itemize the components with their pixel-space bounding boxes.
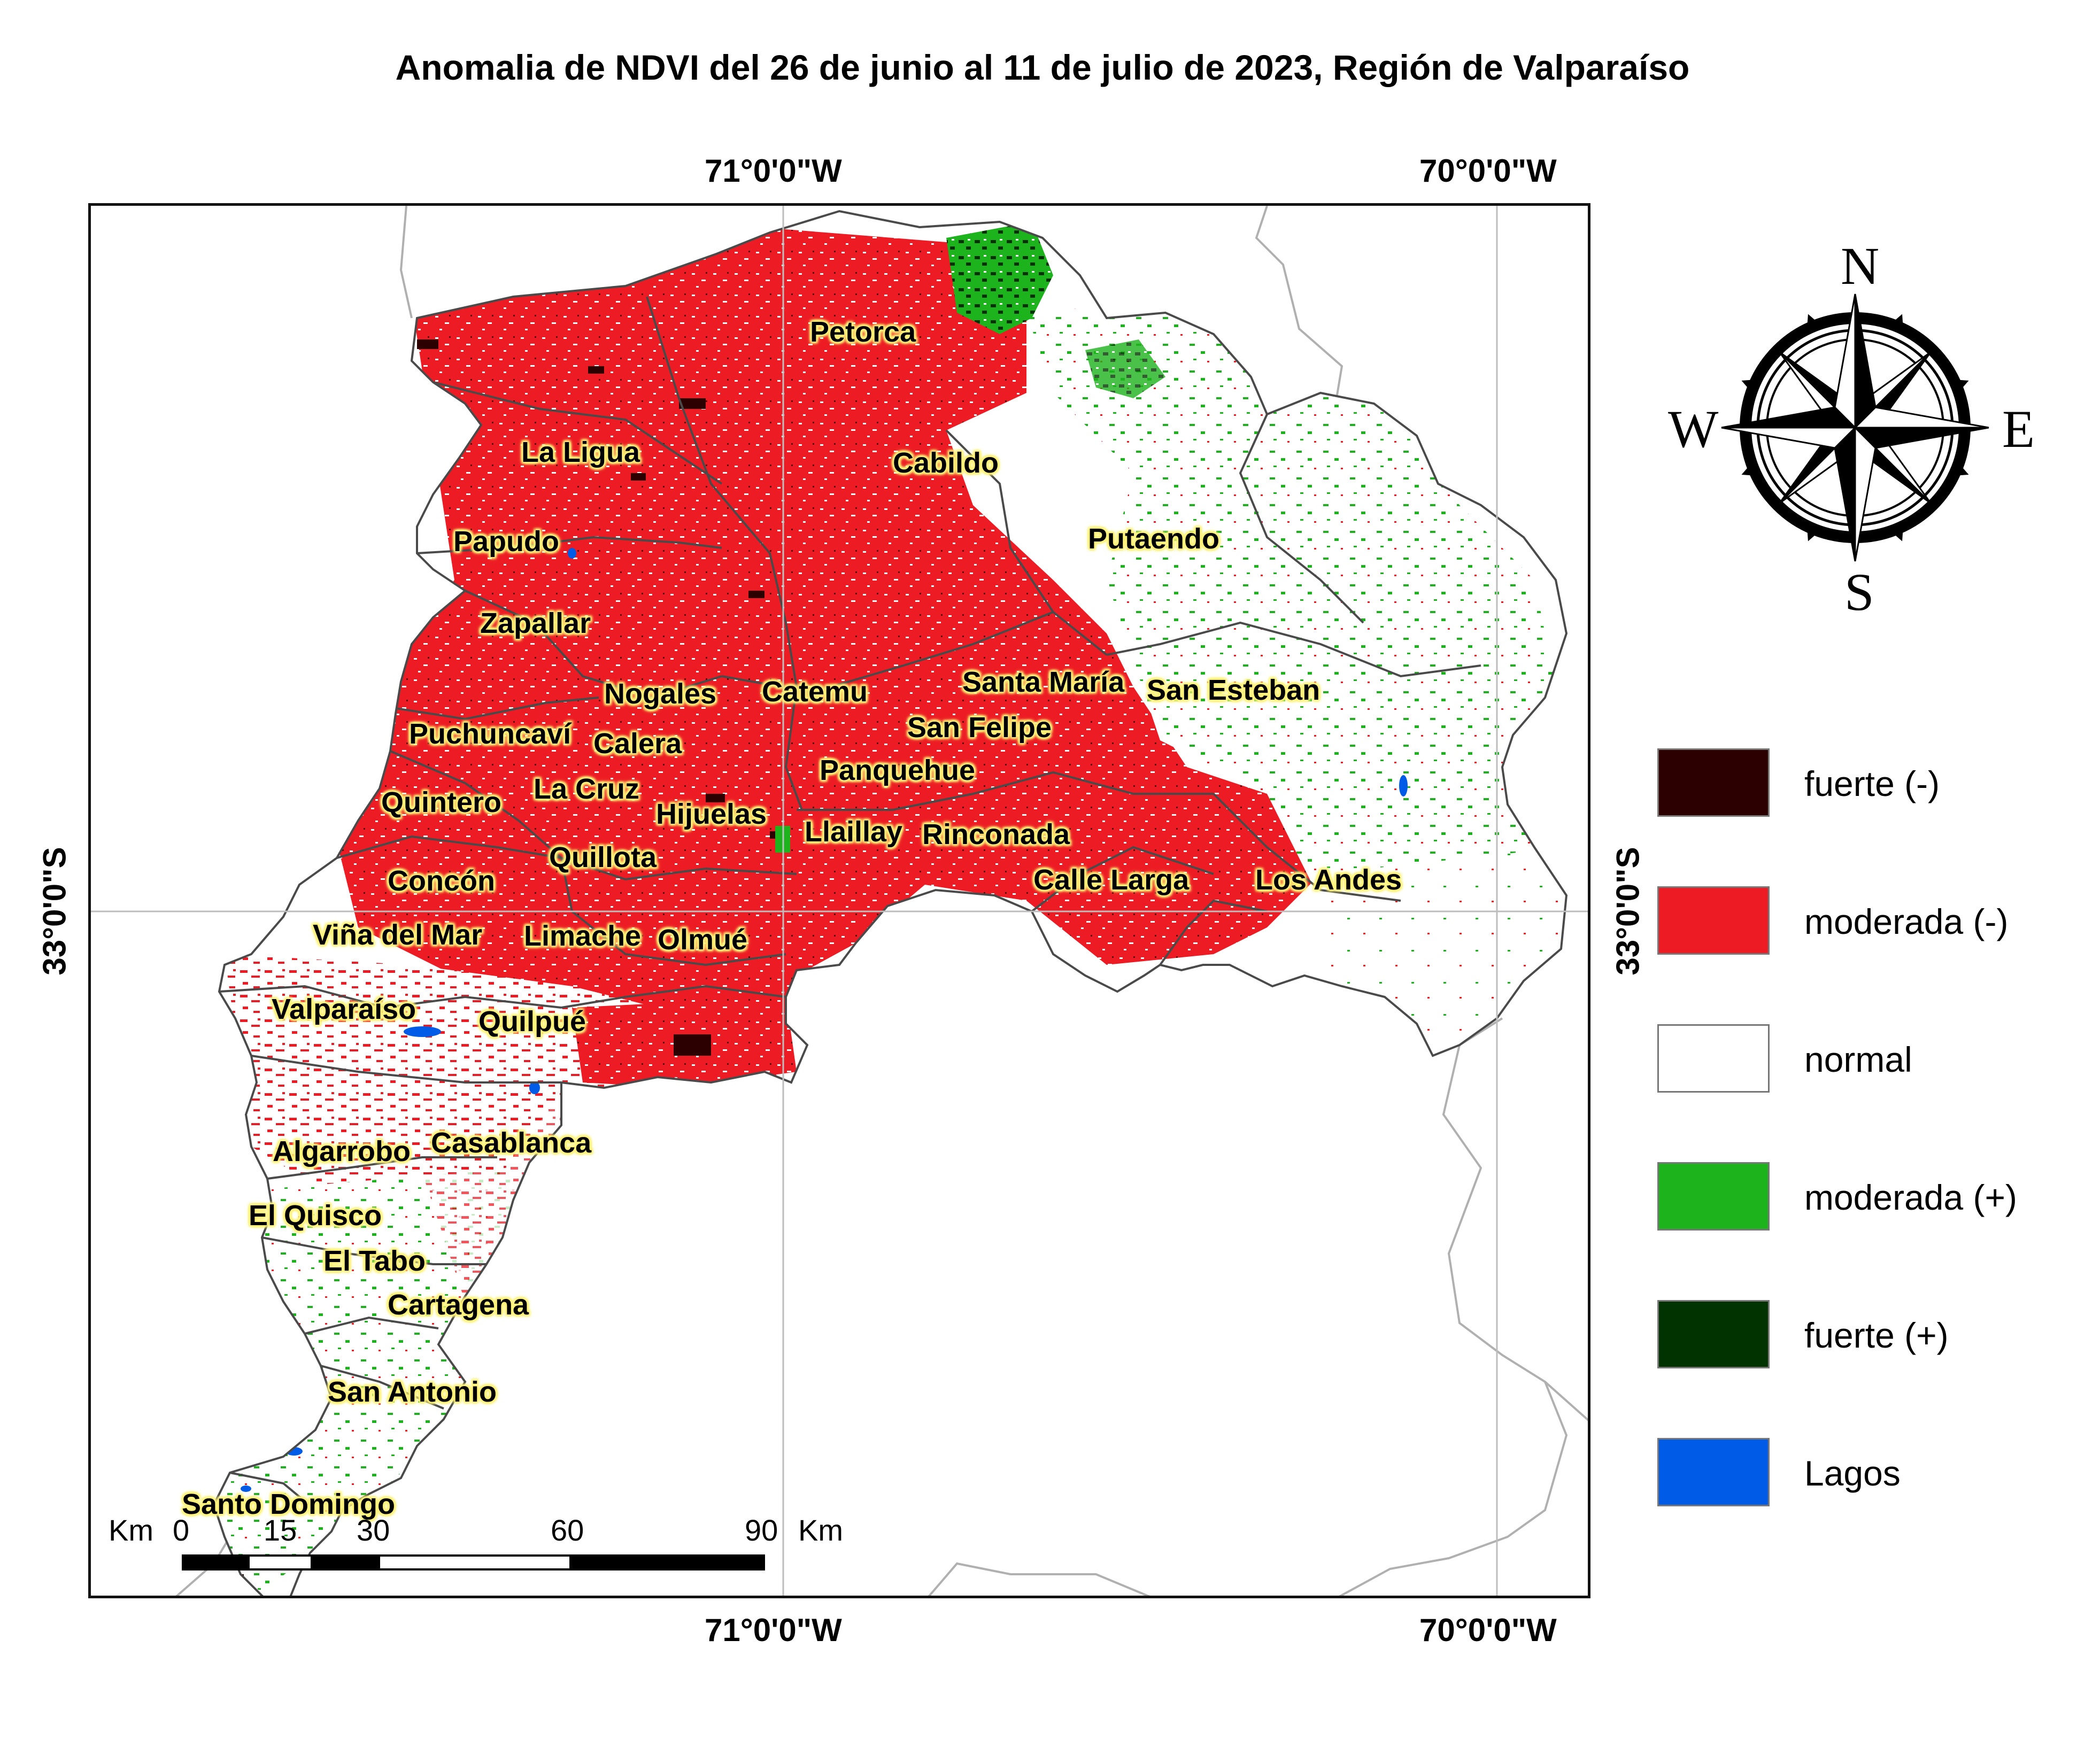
legend-item: Lagos	[1657, 1438, 2074, 1507]
lon-label-top-70: 70°0'0"W	[1419, 153, 1557, 189]
place-label-santo-domingo: Santo Domingo	[182, 1488, 395, 1520]
place-label-el-quisco: El Quisco	[249, 1200, 382, 1232]
place-label-petorca: Petorca	[810, 316, 916, 348]
place-label-zapallar: Zapallar	[480, 607, 591, 639]
legend-swatch-fuerte-pos	[1657, 1300, 1770, 1368]
place-label-puchuncavi: Puchuncaví	[409, 718, 572, 750]
legend-item: fuerte (+)	[1657, 1300, 2074, 1370]
place-label-hijuelas: Hijuelas	[656, 798, 767, 830]
scale-seg-2	[248, 1554, 313, 1570]
graticule-lines	[91, 206, 1588, 1596]
scale-seg-5	[572, 1554, 765, 1570]
place-label-nogales: Nogales	[604, 678, 717, 710]
legend-label: moderada (+)	[1804, 1178, 2018, 1217]
place-label-santa-maria: Santa María	[962, 666, 1125, 698]
place-label-llaillay: Llaillay	[805, 816, 903, 848]
place-label-concon: Concón	[388, 865, 495, 897]
scale-end-unit: Km	[798, 1513, 843, 1547]
place-label-algarrobo: Algarrobo	[273, 1135, 411, 1167]
compass-s: S	[1844, 562, 1874, 622]
compass-rose-icon	[1721, 293, 1989, 562]
legend-label: moderada (-)	[1804, 902, 2009, 941]
place-label-cabildo: Cabildo	[893, 447, 999, 479]
place-label-panquehue: Panquehue	[820, 754, 976, 786]
place-label-el-tabo: El Tabo	[323, 1245, 426, 1277]
legend-swatch-moderada-pos	[1657, 1162, 1770, 1231]
place-label-putaendo: Putaendo	[1088, 523, 1220, 555]
legend-item: moderada (+)	[1657, 1162, 2074, 1232]
legend-item: fuerte (-)	[1657, 748, 2074, 818]
legend-item: normal	[1657, 1024, 2074, 1094]
place-label-rinconada: Rinconada	[922, 818, 1070, 850]
legend-swatch-fuerte-neg	[1657, 748, 1770, 817]
place-label-quilpue: Quilpué	[478, 1005, 586, 1038]
lon-label-top-71: 71°0'0"W	[705, 153, 842, 189]
lon-label-bottom-70: 70°0'0"W	[1419, 1612, 1557, 1648]
place-label-quillota: Quillota	[549, 841, 657, 873]
lat-label-right: 33°0'0"S	[1610, 847, 1646, 976]
place-label-calera: Calera	[593, 728, 682, 760]
legend-label: normal	[1804, 1040, 1912, 1079]
legend-label: fuerte (+)	[1804, 1316, 1949, 1355]
place-label-calle-larga: Calle Larga	[1033, 864, 1190, 896]
place-label-catemu: Catemu	[762, 676, 868, 708]
scale-unit-label: Km	[109, 1513, 153, 1547]
legend-swatch-moderada-neg	[1657, 886, 1770, 955]
place-label-papudo: Papudo	[453, 525, 559, 558]
place-label-la-ligua: La Ligua	[521, 436, 640, 468]
scale-bar: Km 0 15 30 60 90 Km	[104, 1513, 843, 1588]
scale-tick-60: 60	[551, 1513, 584, 1547]
map-title: Anomalia de NDVI del 26 de junio al 11 d…	[395, 48, 1690, 87]
legend-swatch-lagos	[1657, 1438, 1770, 1506]
scale-tick-90: 90	[745, 1513, 778, 1547]
compass-e: E	[2002, 399, 2035, 459]
north-arrow-compass: N S W E	[1668, 230, 2042, 622]
scale-tick-15: 15	[264, 1513, 297, 1547]
scale-seg-4	[378, 1554, 572, 1570]
place-label-la-cruz: La Cruz	[534, 773, 640, 805]
place-label-valparaiso: Valparaíso	[272, 993, 416, 1025]
commune-boundaries	[213, 210, 1567, 1596]
place-label-san-antonio: San Antonio	[328, 1376, 497, 1408]
legend-label: Lagos	[1804, 1453, 1901, 1493]
place-label-quintero: Quintero	[381, 786, 501, 818]
place-label-san-felipe: San Felipe	[907, 711, 1052, 744]
place-label-casablanca: Casablanca	[431, 1127, 592, 1159]
compass-n: N	[1841, 236, 1880, 296]
legend-label: fuerte (-)	[1804, 764, 1940, 803]
lon-label-bottom-71: 71°0'0"W	[705, 1612, 842, 1648]
place-label-limache: Limache	[524, 920, 642, 952]
lat-label-left: 33°0'0"S	[36, 847, 73, 976]
scale-seg-3	[313, 1554, 378, 1570]
scale-seg-1	[182, 1554, 248, 1570]
legend-swatch-normal	[1657, 1024, 1770, 1093]
place-label-san-esteban: San Esteban	[1147, 674, 1320, 706]
place-label-los-andes: Los Andes	[1255, 864, 1402, 896]
place-label-cartagena: Cartagena	[388, 1289, 529, 1321]
map-frame[interactable]: Petorca La Ligua Cabildo Papudo Putaendo…	[88, 203, 1590, 1598]
place-label-olmue: Olmué	[658, 924, 748, 956]
scale-tick-30: 30	[357, 1513, 390, 1547]
legend-item: moderada (-)	[1657, 886, 2074, 956]
compass-w: W	[1668, 399, 1719, 459]
scale-tick-0: 0	[173, 1513, 190, 1547]
ndvi-anomaly-map	[91, 206, 1588, 1596]
place-label-vina-del-mar: Viña del Mar	[313, 919, 483, 951]
